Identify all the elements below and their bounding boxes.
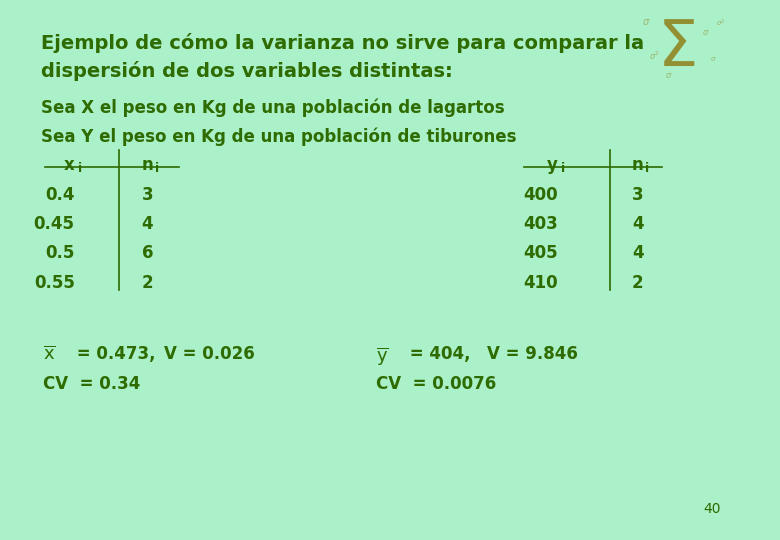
Text: $\sigma^2$: $\sigma^2$ (649, 49, 660, 62)
Text: n: n (142, 156, 154, 174)
Text: 4: 4 (632, 245, 644, 262)
Text: 400: 400 (523, 186, 558, 204)
Text: $\sigma$: $\sigma$ (665, 71, 672, 79)
Text: Sea X el peso en Kg de una población de lagartos: Sea X el peso en Kg de una población de … (41, 99, 505, 117)
Text: CV  = 0.34: CV = 0.34 (43, 375, 140, 393)
Text: dispersión de dos variables distintas:: dispersión de dos variables distintas: (41, 61, 453, 81)
Text: i: i (562, 162, 566, 175)
Text: 2: 2 (632, 274, 644, 292)
Text: i: i (645, 162, 649, 175)
Text: 3: 3 (632, 186, 644, 204)
Text: $\overline{\mathrm{y}}$: $\overline{\mathrm{y}}$ (376, 346, 388, 367)
Text: 6: 6 (142, 245, 153, 262)
Text: n: n (632, 156, 644, 174)
Text: V = 9.846: V = 9.846 (487, 346, 578, 363)
Text: 0.4: 0.4 (45, 186, 75, 204)
Text: $\sigma$: $\sigma$ (711, 55, 717, 63)
Text: 4: 4 (632, 215, 644, 233)
Text: 0.55: 0.55 (34, 274, 75, 292)
Text: x: x (64, 156, 75, 174)
Text: CV  = 0.0076: CV = 0.0076 (376, 375, 496, 393)
Text: 410: 410 (523, 274, 558, 292)
Text: $\sigma$: $\sigma$ (643, 17, 651, 28)
Text: 40: 40 (704, 502, 721, 516)
Text: 403: 403 (523, 215, 558, 233)
Text: 0.5: 0.5 (45, 245, 75, 262)
Text: = 404,: = 404, (404, 346, 470, 363)
Text: 4: 4 (142, 215, 153, 233)
Text: 405: 405 (523, 245, 558, 262)
Text: V = 0.026: V = 0.026 (164, 346, 254, 363)
Text: $\sigma^2$: $\sigma^2$ (716, 17, 725, 29)
Text: = 0.473,: = 0.473, (71, 346, 155, 363)
Text: 2: 2 (142, 274, 153, 292)
Text: i: i (79, 162, 83, 175)
Text: Sea Y el peso en Kg de una población de tiburones: Sea Y el peso en Kg de una población de … (41, 127, 517, 146)
Text: y: y (547, 156, 558, 174)
Text: $\Sigma$: $\Sigma$ (658, 17, 696, 79)
Text: 0.45: 0.45 (34, 215, 75, 233)
Text: 3: 3 (142, 186, 153, 204)
Text: Ejemplo de cómo la varianza no sirve para comparar la: Ejemplo de cómo la varianza no sirve par… (41, 33, 644, 53)
Text: i: i (155, 162, 159, 175)
Text: $\sigma$: $\sigma$ (702, 28, 710, 37)
Text: $\overline{\mathrm{x}}$: $\overline{\mathrm{x}}$ (43, 346, 55, 363)
